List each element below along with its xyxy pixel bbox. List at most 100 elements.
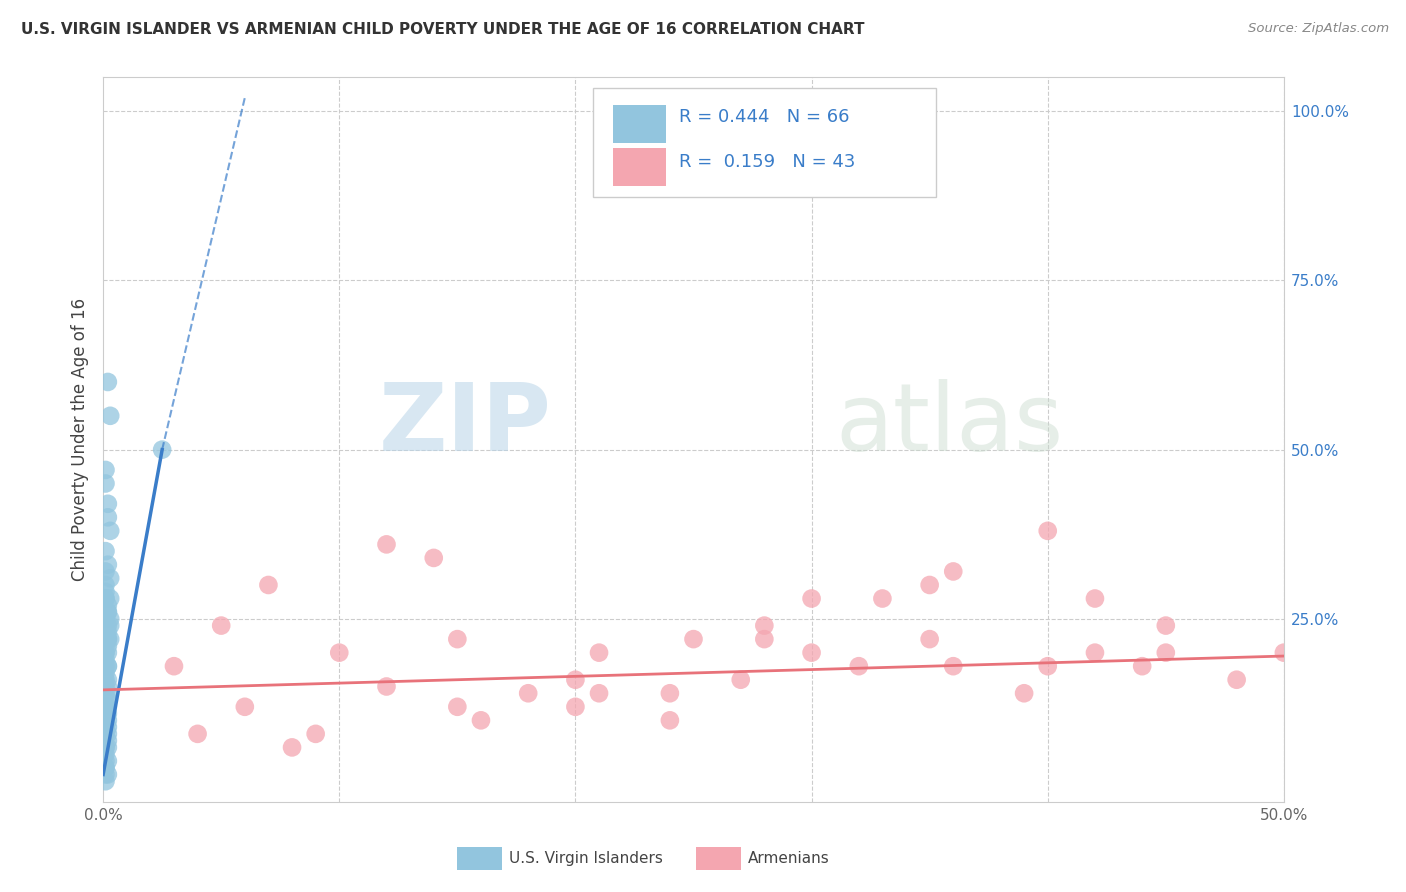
Text: R =  0.159   N = 43: R = 0.159 N = 43 bbox=[679, 153, 856, 171]
Text: U.S. VIRGIN ISLANDER VS ARMENIAN CHILD POVERTY UNDER THE AGE OF 16 CORRELATION C: U.S. VIRGIN ISLANDER VS ARMENIAN CHILD P… bbox=[21, 22, 865, 37]
Point bbox=[97, 618, 120, 632]
Point bbox=[97, 720, 120, 734]
Point bbox=[98, 632, 121, 647]
Point bbox=[848, 659, 870, 673]
Point bbox=[94, 646, 117, 660]
Point bbox=[187, 727, 209, 741]
Point bbox=[94, 544, 117, 558]
Point bbox=[94, 565, 117, 579]
Point bbox=[94, 652, 117, 666]
Point bbox=[97, 740, 120, 755]
Text: R = 0.444   N = 66: R = 0.444 N = 66 bbox=[679, 108, 849, 126]
Point bbox=[94, 463, 117, 477]
Point bbox=[94, 699, 117, 714]
Point bbox=[97, 686, 120, 700]
Point bbox=[94, 727, 117, 741]
Point bbox=[97, 605, 120, 619]
Point bbox=[97, 714, 120, 728]
Point bbox=[1036, 659, 1059, 673]
Point bbox=[97, 625, 120, 640]
Point bbox=[446, 699, 468, 714]
Point bbox=[730, 673, 752, 687]
Point bbox=[98, 618, 121, 632]
Point bbox=[588, 646, 610, 660]
Point bbox=[1272, 646, 1295, 660]
Point bbox=[94, 740, 117, 755]
Point bbox=[446, 632, 468, 647]
Point bbox=[97, 727, 120, 741]
Point bbox=[94, 591, 117, 606]
Point bbox=[94, 740, 117, 755]
Text: Source: ZipAtlas.com: Source: ZipAtlas.com bbox=[1249, 22, 1389, 36]
Point bbox=[1084, 591, 1107, 606]
Point bbox=[97, 699, 120, 714]
Point bbox=[98, 409, 121, 423]
Point bbox=[800, 591, 823, 606]
Point bbox=[94, 665, 117, 680]
Point bbox=[97, 375, 120, 389]
Point bbox=[94, 714, 117, 728]
Point bbox=[422, 550, 444, 565]
Text: Armenians: Armenians bbox=[748, 851, 830, 865]
FancyBboxPatch shape bbox=[613, 105, 666, 143]
Point bbox=[1036, 524, 1059, 538]
Point bbox=[98, 571, 121, 585]
Point bbox=[97, 673, 120, 687]
Point bbox=[564, 699, 586, 714]
Point bbox=[94, 578, 117, 592]
Point bbox=[94, 761, 117, 775]
Point bbox=[375, 680, 398, 694]
Point bbox=[98, 591, 121, 606]
Point bbox=[872, 591, 894, 606]
FancyBboxPatch shape bbox=[593, 88, 935, 197]
Point bbox=[918, 632, 941, 647]
Point bbox=[209, 618, 232, 632]
Text: U.S. Virgin Islanders: U.S. Virgin Islanders bbox=[509, 851, 662, 865]
Point bbox=[94, 754, 117, 768]
Point bbox=[1084, 646, 1107, 660]
Point bbox=[97, 767, 120, 781]
Text: atlas: atlas bbox=[835, 379, 1063, 471]
Point bbox=[94, 591, 117, 606]
Point bbox=[94, 673, 117, 687]
Point bbox=[94, 646, 117, 660]
Point bbox=[305, 727, 328, 741]
Text: ZIP: ZIP bbox=[380, 379, 551, 471]
Point bbox=[163, 659, 186, 673]
Point bbox=[97, 706, 120, 721]
Point bbox=[94, 720, 117, 734]
Point bbox=[150, 442, 173, 457]
Point bbox=[281, 740, 304, 755]
Point bbox=[97, 599, 120, 613]
Point bbox=[375, 537, 398, 551]
Point bbox=[97, 632, 120, 647]
Point bbox=[754, 632, 776, 647]
Point bbox=[564, 673, 586, 687]
Point bbox=[97, 497, 120, 511]
Point bbox=[98, 524, 121, 538]
Point bbox=[97, 659, 120, 673]
Point bbox=[682, 632, 704, 647]
Point bbox=[1226, 673, 1249, 687]
Point bbox=[233, 699, 256, 714]
Y-axis label: Child Poverty Under the Age of 16: Child Poverty Under the Age of 16 bbox=[72, 298, 89, 581]
Point bbox=[97, 693, 120, 707]
Point bbox=[588, 686, 610, 700]
Point bbox=[754, 618, 776, 632]
FancyBboxPatch shape bbox=[613, 148, 666, 186]
Point bbox=[1012, 686, 1035, 700]
Point bbox=[94, 584, 117, 599]
Point bbox=[97, 733, 120, 747]
Point bbox=[94, 767, 117, 781]
Point bbox=[97, 646, 120, 660]
Point bbox=[97, 558, 120, 572]
Point bbox=[1130, 659, 1153, 673]
Point bbox=[658, 686, 681, 700]
Point bbox=[918, 578, 941, 592]
Point bbox=[257, 578, 280, 592]
Point bbox=[94, 747, 117, 761]
Point bbox=[658, 714, 681, 728]
Point bbox=[94, 774, 117, 789]
Point bbox=[94, 612, 117, 626]
Point bbox=[97, 632, 120, 647]
